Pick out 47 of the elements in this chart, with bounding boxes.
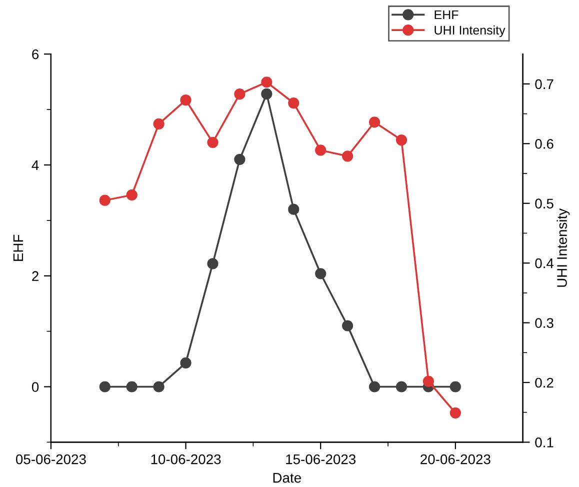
point: [207, 136, 218, 148]
point: [342, 150, 354, 162]
y-tick-label: 2: [32, 271, 38, 281]
y-tick-label: 0: [32, 382, 39, 392]
point: [368, 381, 380, 392]
y-tick-label: 6: [32, 49, 39, 60]
point: [450, 407, 461, 418]
y2-tick-label: 0.1: [535, 438, 554, 448]
point: [207, 258, 218, 270]
point: [153, 381, 164, 392]
point: [234, 88, 246, 100]
point: [261, 76, 272, 88]
x-tick-label: 15-06-2023: [286, 454, 356, 464]
point: [180, 357, 192, 368]
x-tick-label: 05-06-2023: [16, 454, 86, 464]
y2-tick-label: 0.7: [535, 79, 554, 90]
point: [368, 116, 380, 128]
point: [396, 381, 408, 392]
point: [422, 376, 434, 387]
y-axis-title: EHF: [13, 234, 23, 261]
x-tick-label: 10-06-2023: [151, 454, 221, 464]
point: [450, 381, 461, 392]
point: [396, 134, 408, 146]
legend-label: UHI Intensity: [434, 25, 506, 38]
point: [261, 88, 272, 100]
point: [288, 204, 300, 215]
y2-tick-label: 0.4: [535, 258, 554, 268]
y2-tick-label: 0.3: [535, 318, 554, 328]
y2-tick-label: 0.6: [535, 138, 554, 149]
point: [99, 194, 110, 206]
point: [288, 97, 300, 109]
point: [180, 94, 192, 106]
y2-axis-title: UHI Intensity: [556, 208, 570, 287]
point: [153, 118, 164, 130]
point: [315, 144, 326, 156]
point: [99, 381, 110, 392]
point: [126, 381, 138, 392]
legend-label: EHF: [434, 10, 458, 20]
x-axis-title: Date: [273, 473, 301, 483]
point: [234, 154, 246, 165]
y2-tick-label: 0.2: [535, 378, 554, 388]
y-tick-label: 4: [32, 160, 39, 170]
x-tick-label: 20-06-2023: [420, 454, 490, 464]
point: [342, 320, 354, 332]
y2-tick-label: 0.5: [535, 198, 554, 209]
point: [126, 189, 138, 201]
point: [315, 268, 326, 280]
